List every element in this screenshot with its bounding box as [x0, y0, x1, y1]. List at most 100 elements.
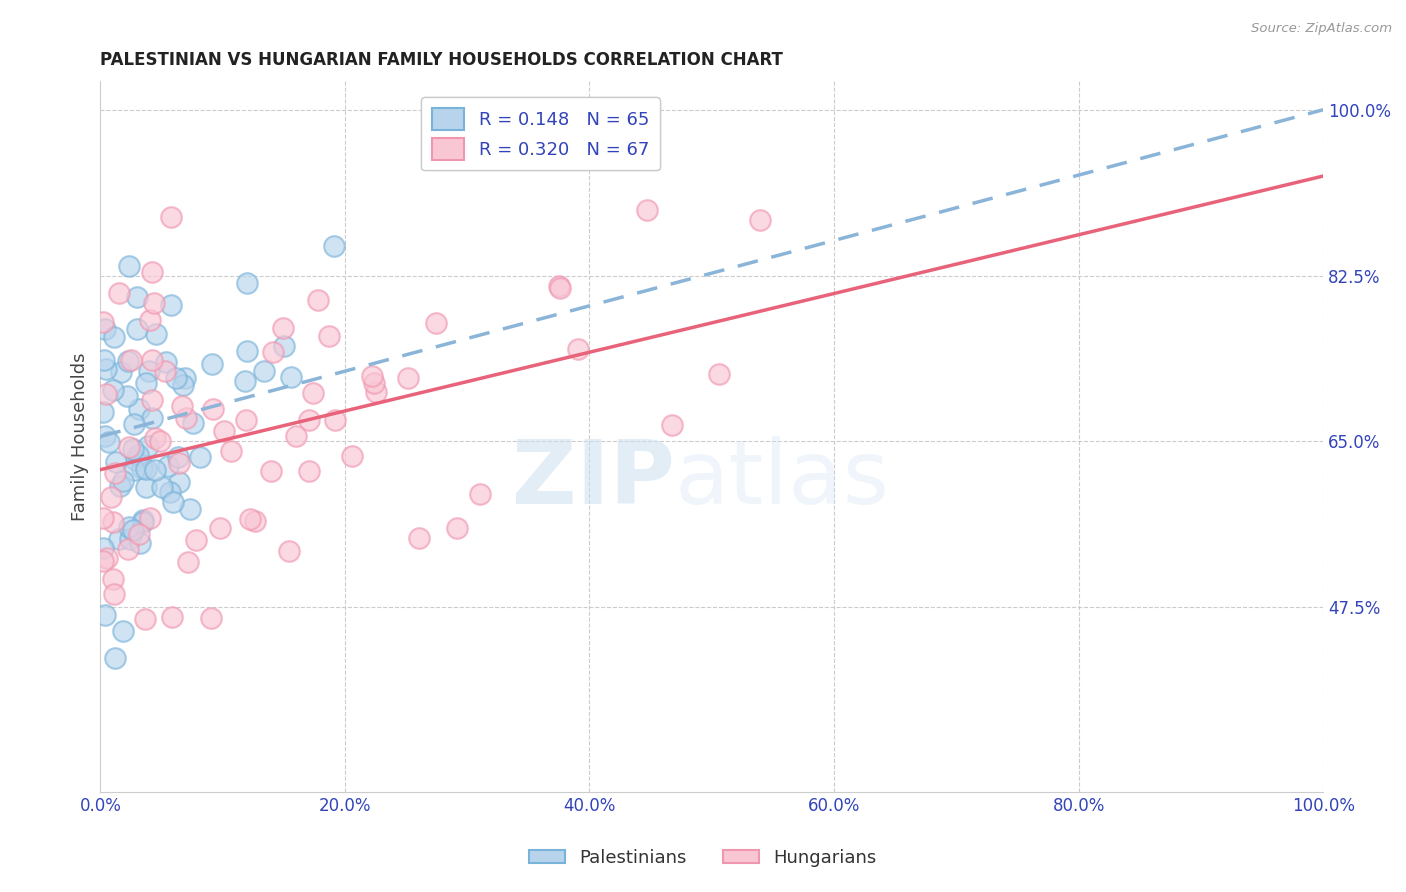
Point [174, 371, 197, 385]
Point [96, 361, 118, 376]
Point [298, 464, 321, 478]
Point [468, 487, 491, 501]
Point [170, 399, 193, 413]
Point [100, 490, 122, 504]
Point [96, 551, 118, 566]
Point [94, 322, 117, 336]
Point [93, 352, 115, 367]
Point [132, 516, 155, 530]
Point [162, 494, 184, 508]
Point [117, 520, 139, 534]
Point [103, 587, 125, 601]
Point [135, 376, 157, 391]
Point [159, 484, 181, 499]
Point [271, 321, 294, 335]
Point [280, 370, 302, 384]
Point [567, 343, 589, 357]
Point [159, 298, 181, 312]
Point [253, 364, 276, 378]
Point [108, 532, 131, 546]
Point [233, 374, 256, 388]
Point [94, 429, 117, 443]
Point [302, 386, 325, 401]
Point [136, 439, 159, 453]
Point [141, 410, 163, 425]
Point [142, 296, 165, 310]
Point [122, 523, 145, 537]
Point [547, 278, 569, 293]
Point [91, 553, 114, 567]
Point [139, 511, 162, 525]
Point [236, 276, 259, 290]
Point [243, 515, 266, 529]
Point [141, 352, 163, 367]
Point [167, 456, 190, 470]
Point [112, 624, 135, 638]
Point [446, 521, 468, 535]
Point [124, 452, 146, 467]
Point [188, 450, 211, 464]
Point [307, 293, 329, 307]
Point [273, 339, 295, 353]
Point [128, 527, 150, 541]
Point [127, 322, 149, 336]
Point [212, 424, 235, 438]
Point [134, 612, 156, 626]
Point [277, 543, 299, 558]
Point [117, 353, 139, 368]
Point [124, 463, 146, 477]
Point [259, 464, 281, 478]
Point [749, 212, 772, 227]
Point [145, 327, 167, 342]
Point [262, 345, 284, 359]
Point [93, 608, 115, 623]
Point [181, 417, 204, 431]
Point [165, 371, 187, 385]
Point [138, 363, 160, 377]
Point [167, 475, 190, 490]
Point [111, 474, 134, 488]
Point [201, 357, 224, 371]
Point [101, 384, 124, 398]
Point [318, 329, 340, 343]
Text: PALESTINIAN VS HUNGARIAN FAMILY HOUSEHOLDS CORRELATION CHART: PALESTINIAN VS HUNGARIAN FAMILY HOUSEHOL… [100, 51, 783, 69]
Point [127, 448, 149, 462]
Point [108, 285, 131, 300]
Point [91, 316, 114, 330]
Point [120, 353, 142, 368]
Point [174, 411, 197, 425]
Text: ZIP: ZIP [512, 435, 675, 523]
Point [122, 442, 145, 457]
Point [91, 404, 114, 418]
Point [636, 203, 658, 218]
Point [132, 513, 155, 527]
Point [110, 365, 132, 379]
Point [425, 316, 447, 330]
Text: atlas: atlas [675, 435, 890, 523]
Point [661, 418, 683, 433]
Legend: R = 0.148   N = 65, R = 0.320   N = 67: R = 0.148 N = 65, R = 0.320 N = 67 [420, 97, 659, 170]
Point [201, 401, 224, 416]
Point [135, 480, 157, 494]
Text: Source: ZipAtlas.com: Source: ZipAtlas.com [1251, 22, 1392, 36]
Legend: Palestinians, Hungarians: Palestinians, Hungarians [522, 842, 884, 874]
Point [323, 413, 346, 427]
Point [172, 377, 194, 392]
Point [105, 455, 128, 469]
Point [285, 429, 308, 443]
Point [141, 392, 163, 407]
Point [408, 531, 430, 545]
Point [131, 461, 153, 475]
Point [127, 290, 149, 304]
Point [366, 385, 388, 400]
Point [91, 510, 114, 524]
Point [108, 479, 131, 493]
Point [104, 467, 127, 481]
Point [118, 259, 141, 273]
Point [103, 330, 125, 344]
Point [101, 515, 124, 529]
Point [155, 364, 177, 378]
Point [129, 535, 152, 549]
Point [235, 413, 257, 427]
Point [155, 355, 177, 369]
